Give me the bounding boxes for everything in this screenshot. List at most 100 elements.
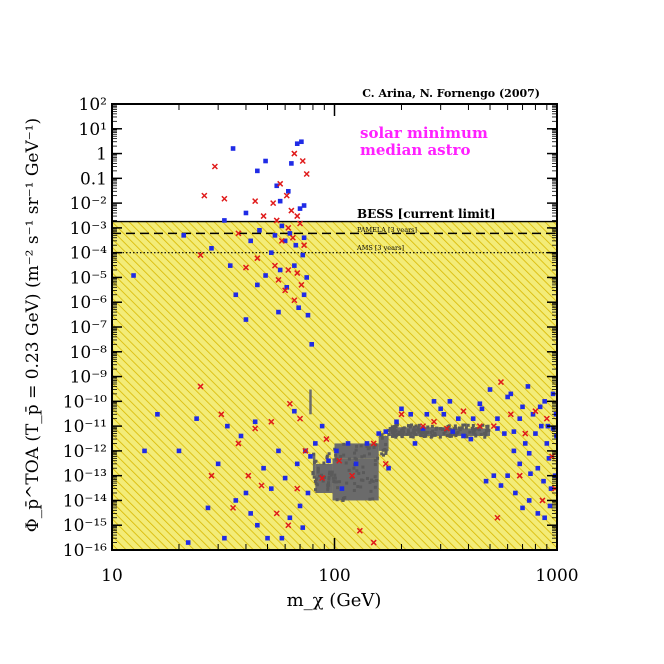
gray-band-speckle (433, 433, 437, 437)
data-point-blue (205, 505, 211, 511)
data-point-red (242, 264, 249, 271)
gray-band-speckle (387, 428, 391, 432)
gray-band-speckle (362, 454, 366, 458)
data-point-blue (287, 231, 293, 236)
gray-band-speckle (373, 458, 377, 462)
gray-band-speckle (426, 430, 430, 434)
gray-band-speckle (429, 435, 433, 439)
gray-band-speckle (359, 444, 363, 448)
data-point-blue (334, 448, 339, 454)
data-point-red (291, 297, 298, 304)
data-point-red (197, 252, 204, 259)
gray-band-speckle (313, 479, 317, 483)
data-point-blue (277, 198, 283, 204)
gray-band-speckle (323, 475, 327, 479)
gray-band-speckle (416, 426, 420, 430)
y-tick-label: 10⁻² (70, 194, 107, 214)
gray-band-speckle (457, 426, 461, 430)
gray-band-speckle (464, 426, 468, 430)
gray-band-speckle (448, 427, 452, 431)
gray-band-speckle (471, 424, 475, 428)
data-point-blue (468, 436, 474, 442)
gray-band-speckle (352, 488, 356, 492)
gray-band-speckle (334, 480, 338, 484)
data-point-red (370, 440, 377, 447)
gray-band-speckle (395, 432, 399, 436)
data-point-blue (255, 522, 260, 528)
gray-band-speckle (409, 435, 413, 439)
data-point-blue (297, 503, 303, 509)
data-point-blue (491, 473, 497, 478)
data-point-blue (155, 411, 160, 417)
gray-band-speckle (474, 434, 478, 438)
data-point-red (283, 192, 290, 199)
data-point-blue (286, 188, 291, 194)
gray-band-speckle (354, 448, 358, 452)
data-point-blue (276, 309, 281, 315)
data-point-red (370, 539, 377, 546)
gray-band-speckle (341, 496, 345, 500)
gray-band-speckle (314, 459, 318, 463)
gray-band-speckle (430, 433, 434, 437)
data-point-blue (399, 406, 404, 412)
data-point-blue (525, 384, 531, 389)
y-tick-label: 10⁻¹³ (63, 467, 107, 487)
data-point-blue (194, 416, 199, 421)
data-point-blue (542, 515, 547, 521)
data-point-blue (279, 223, 285, 229)
data-point-blue (305, 490, 311, 496)
data-point-blue (455, 416, 461, 421)
gray-band-speckle (430, 424, 434, 428)
gray-band-speckle (341, 498, 345, 502)
data-point-red (201, 192, 208, 199)
gray-band-speckle (381, 453, 385, 457)
gray-band-speckle (326, 486, 330, 490)
gray-band-speckle (394, 429, 398, 433)
gray-band-speckle (379, 433, 383, 437)
data-point-blue (511, 448, 517, 454)
gray-band-speckle (353, 482, 357, 486)
data-point-red (294, 270, 301, 277)
gray-band-speckle (406, 424, 410, 428)
y-tick-label: 10⁻⁶ (70, 293, 108, 313)
gray-band-speckle (460, 426, 464, 430)
data-point-blue (542, 399, 547, 404)
gray-band-speckle (314, 488, 318, 492)
gray-band-speckle (338, 480, 342, 484)
data-point-blue (265, 535, 270, 541)
data-point-blue (305, 312, 311, 318)
data-point-blue (461, 433, 466, 439)
gray-band-speckle (316, 470, 320, 474)
data-point-blue (511, 429, 517, 434)
gray-band-speckle (481, 423, 485, 427)
data-point-blue (297, 206, 303, 211)
data-point-blue (526, 498, 532, 503)
data-point-blue (408, 411, 413, 417)
data-point-blue (131, 273, 136, 278)
data-point-blue (424, 411, 430, 417)
gray-band-speckle (336, 486, 340, 490)
data-point-blue (233, 292, 239, 298)
data-point-blue (386, 465, 391, 471)
data-point-blue (294, 141, 300, 146)
gray-band-speckle (361, 465, 365, 469)
y-tick-label: 10² (79, 95, 107, 115)
gray-band-speckle (316, 468, 320, 472)
gray-band-speckle (365, 444, 369, 448)
data-point-red (299, 157, 306, 165)
data-point-blue (538, 423, 544, 429)
data-point-blue (530, 411, 536, 417)
y-tick-label: 10⁻³ (70, 219, 107, 239)
data-point-red (291, 150, 298, 157)
data-point-red (398, 411, 405, 418)
gray-band-speckle (448, 433, 452, 437)
gray-band-speckle (454, 434, 458, 438)
data-point-blue (541, 478, 546, 484)
axis-ticks: 10 100 1000 10² 10¹ 1 0.1 10⁻² 10⁻³ 10⁻⁴ 10⁻⁵ 10⁻⁶ 1… (63, 95, 579, 586)
data-point-blue (313, 441, 318, 446)
data-point-blue (505, 473, 510, 478)
gray-band-speckle (352, 466, 356, 470)
gray-band-speckle (375, 478, 379, 482)
gray-band-speckle (472, 431, 476, 435)
data-point-blue (222, 218, 227, 223)
